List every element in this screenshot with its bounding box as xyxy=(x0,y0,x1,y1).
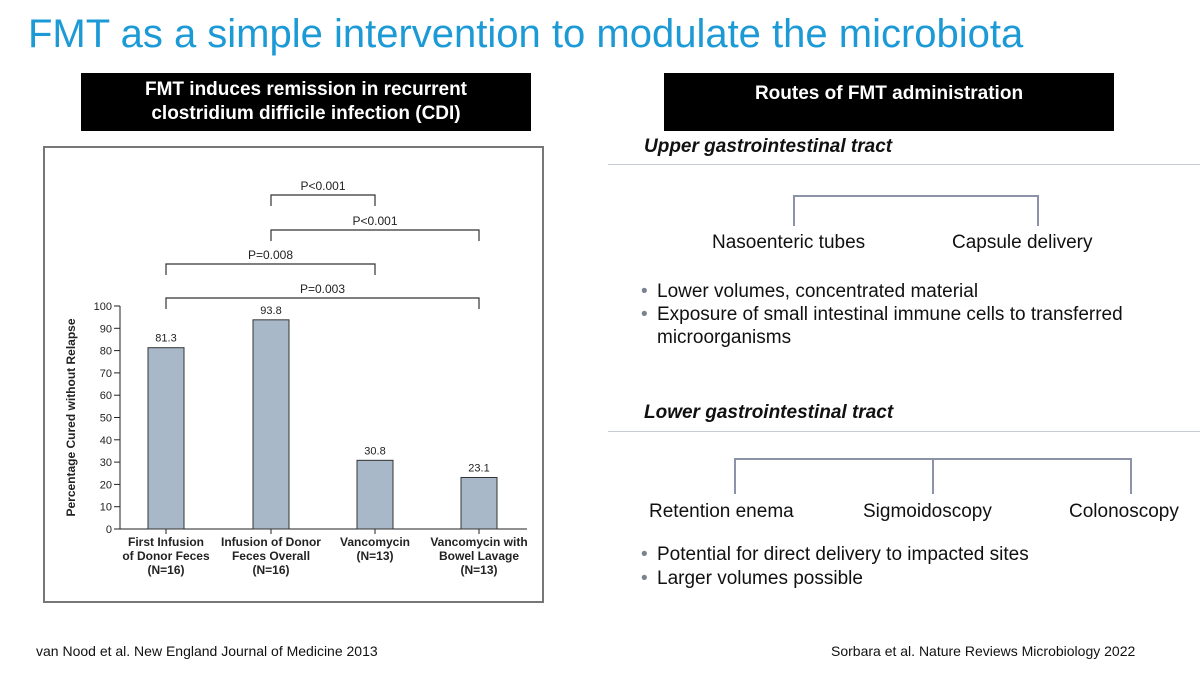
lower-gi-title: Lower gastrointestinal tract xyxy=(644,402,894,423)
y-tick-label: 100 xyxy=(94,301,112,313)
lower-route-connector xyxy=(734,458,1132,494)
bar xyxy=(252,319,290,530)
significance-bracket xyxy=(270,194,376,206)
bullet-dot: • xyxy=(641,568,648,589)
bullet-text: Potential for direct delivery to impacte… xyxy=(657,544,1029,565)
y-tick-label: 10 xyxy=(100,502,112,514)
x-tick-label: of Donor Feces xyxy=(122,549,210,563)
x-tick-label: Feces Overall xyxy=(232,549,310,563)
bullet-text: Larger volumes possible xyxy=(657,568,863,589)
route-sigmoidoscopy: Sigmoidoscopy xyxy=(863,501,992,522)
upper-divider xyxy=(608,164,1200,165)
y-tick-label: 50 xyxy=(100,413,112,425)
x-tick-label: Bowel Lavage xyxy=(439,549,519,563)
bar-chart: 0 10 20 30 40 50 60 70 80 90 100 Percentage Cured w… xyxy=(64,179,528,577)
route-nasoenteric-tubes: Nasoenteric tubes xyxy=(712,232,866,253)
y-tick-label: 80 xyxy=(100,346,112,358)
y-tick-label: 0 xyxy=(106,524,112,536)
bullet-dot: • xyxy=(641,544,648,565)
p-value-label: P<0.001 xyxy=(352,214,397,228)
x-tick-label: (N=13) xyxy=(356,549,393,563)
upper-route-connector xyxy=(793,195,1039,226)
p-value-label: P=0.003 xyxy=(300,282,345,296)
right-panel-header: Routes of FMT administration xyxy=(664,73,1114,131)
route-colonoscopy: Colonoscopy xyxy=(1069,501,1179,522)
bar xyxy=(147,347,185,530)
y-tick-label: 30 xyxy=(100,457,112,469)
bullet-text: Lower volumes, concentrated material xyxy=(657,281,979,302)
p-value-label: P=0.008 xyxy=(248,248,293,262)
bullet-dot: • xyxy=(641,304,648,325)
y-tick-label: 70 xyxy=(100,368,112,380)
chart-frame: 0 10 20 30 40 50 60 70 80 90 100 Percentage Cured w… xyxy=(43,146,544,603)
p-value-label: P<0.001 xyxy=(300,179,345,193)
bullet-text-cont: microorganisms xyxy=(657,327,792,348)
x-tick-label: (N=13) xyxy=(460,563,497,577)
page-title: FMT as a simple intervention to modulate… xyxy=(28,12,1024,56)
lower-bullets: • Potential for direct delivery to impact… xyxy=(641,543,1029,591)
y-axis-label: Percentage Cured without Relapse xyxy=(64,318,78,516)
bullet-text: Exposure of small intestinal immune cell… xyxy=(657,304,1123,325)
x-tick-label: (N=16) xyxy=(252,563,289,577)
x-tick-label: First Infusion xyxy=(128,535,204,549)
left-header-line-1: FMT induces remission in recurrent xyxy=(144,79,468,100)
x-tick-label: Infusion of Donor xyxy=(221,535,321,549)
left-header-line-2: clostridium difficile infection (CDI) xyxy=(151,103,461,124)
y-tick-label: 40 xyxy=(100,435,112,447)
citation-left: van Nood et al. New England Journal of M… xyxy=(36,643,378,659)
x-tick-label: Vancomycin xyxy=(340,535,410,549)
upper-bullets: • Lower volumes, concentrated material • E… xyxy=(641,280,1123,349)
significance-bracket xyxy=(165,297,480,309)
data-label: 23.1 xyxy=(468,462,489,474)
lower-bullet: • Potential for direct delivery to impact… xyxy=(641,543,1029,567)
y-tick-label: 90 xyxy=(100,323,112,335)
x-tick-label: (N=16) xyxy=(147,563,184,577)
significance-bracket xyxy=(165,263,376,275)
upper-gi-title: Upper gastrointestinal tract xyxy=(644,136,893,157)
y-tick-label: 20 xyxy=(100,479,112,491)
data-label: 81.3 xyxy=(155,333,176,345)
y-tick-label: 60 xyxy=(100,390,112,402)
x-tick-label: Vancomycin with xyxy=(430,535,527,549)
bar xyxy=(460,476,498,530)
significance-bracket xyxy=(270,229,480,241)
left-panel-header: FMT induces remission in recurrent clost… xyxy=(81,73,531,131)
upper-bullet: • Exposure of small intestinal immune cel… xyxy=(641,303,1123,349)
data-label: 30.8 xyxy=(364,445,385,457)
route-retention-enema: Retention enema xyxy=(649,501,794,522)
upper-bullet: • Lower volumes, concentrated material xyxy=(641,280,1123,303)
right-header-text: Routes of FMT administration xyxy=(754,83,1024,104)
lower-divider xyxy=(608,431,1200,432)
lower-bullet: • Larger volumes possible xyxy=(641,567,1029,591)
route-capsule-delivery: Capsule delivery xyxy=(952,232,1093,253)
citation-right: Sorbara et al. Nature Reviews Microbiolo… xyxy=(831,643,1136,659)
data-label: 93.8 xyxy=(260,305,281,317)
bar xyxy=(356,459,394,530)
bullet-dot: • xyxy=(641,281,648,302)
